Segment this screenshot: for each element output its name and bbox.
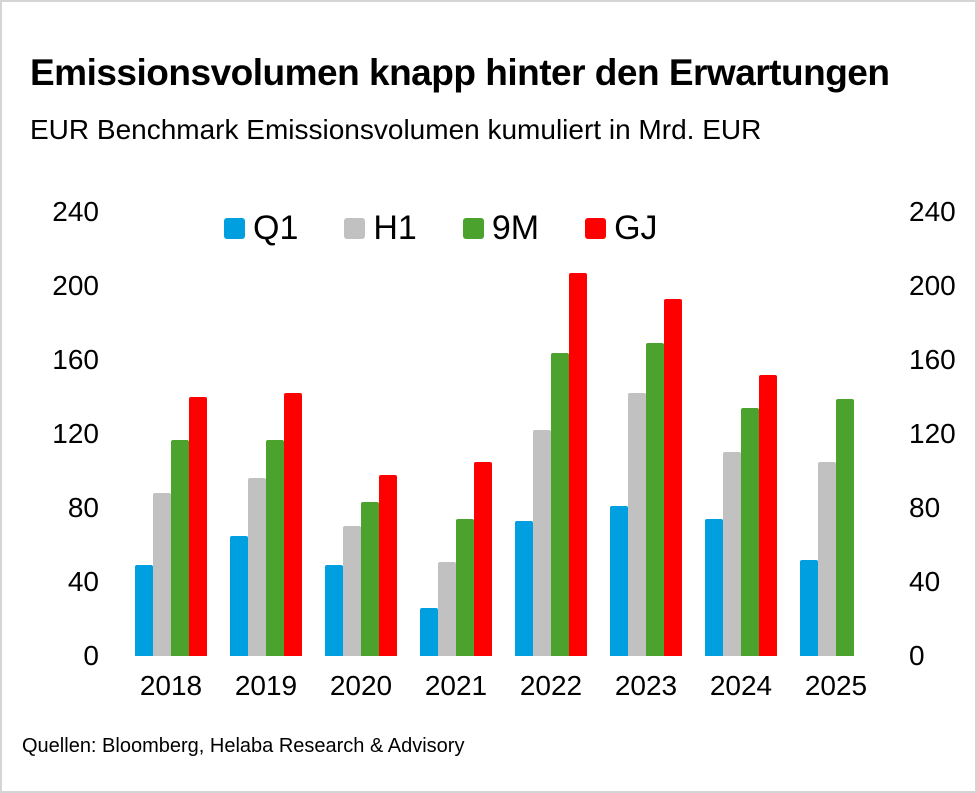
- y-axis-label-right-200: 200: [909, 270, 956, 301]
- legend-swatch-h1: [344, 217, 366, 239]
- bar-2019-q1: [230, 536, 248, 656]
- legend-swatch-q1: [224, 217, 245, 239]
- bar-2023-h1: [628, 393, 646, 656]
- x-axis-label-2018: 2018: [139, 670, 203, 701]
- bar-2021-gj: [474, 462, 492, 656]
- legend-label-h1: H1: [373, 209, 417, 247]
- x-axis-label-2023: 2023: [614, 670, 678, 701]
- bar-2023-q1: [610, 506, 628, 656]
- bar-2025-h1: [818, 462, 836, 656]
- bar-2024-q1: [705, 519, 723, 656]
- bar-2019-9m: [266, 440, 284, 656]
- bar-2020-h1: [343, 526, 361, 656]
- y-axis-label-left-240: 240: [52, 196, 99, 227]
- legend-item-h1: H1: [344, 209, 417, 247]
- x-axis-label-2020: 2020: [329, 670, 393, 701]
- chart-subtitle: EUR Benchmark Emissionsvolumen kumuliert…: [30, 114, 762, 145]
- legend-swatch-9m: [462, 217, 484, 239]
- bar-2018-9m: [171, 440, 189, 656]
- bar-2018-gj: [189, 397, 207, 656]
- legend-swatch-gj: [585, 217, 607, 239]
- bar-2024-h1: [723, 452, 741, 656]
- source-note: Quellen: Bloomberg, Helaba Research & Ad…: [22, 735, 465, 757]
- bar-2020-gj: [379, 475, 397, 656]
- bar-2019-h1: [248, 478, 266, 656]
- y-axis-label-right-40: 40: [909, 566, 941, 597]
- bar-2022-9m: [551, 353, 569, 656]
- bar-2025-q1: [800, 560, 818, 656]
- y-axis-label-left-80: 80: [67, 492, 99, 523]
- y-axis-label-left-40: 40: [67, 566, 99, 597]
- bar-2022-h1: [533, 430, 551, 656]
- x-axis-label-2025: 2025: [804, 670, 868, 701]
- bar-2025-9m: [836, 399, 854, 656]
- bar-2021-q1: [420, 608, 438, 656]
- bar-2024-9m: [741, 408, 759, 656]
- x-axis-label-2024: 2024: [709, 670, 773, 701]
- y-axis-label-right-240: 240: [909, 196, 956, 227]
- legend-item-9m: 9M: [462, 209, 540, 247]
- bar-2023-gj: [664, 299, 682, 656]
- legend-label-gj: GJ: [614, 209, 658, 247]
- bar-2019-gj: [284, 393, 302, 656]
- chart-legend: Q1 H1 9M GJ: [224, 205, 658, 251]
- y-axis-label-right-120: 120: [909, 418, 956, 449]
- x-axis-label-2021: 2021: [424, 670, 488, 701]
- bar-2018-h1: [153, 493, 171, 656]
- legend-label-9m: 9M: [491, 209, 540, 247]
- y-axis-label-left-0: 0: [83, 640, 99, 671]
- bar-2020-q1: [325, 565, 343, 656]
- x-axis-label-2019: 2019: [234, 670, 298, 701]
- bar-2021-9m: [456, 519, 474, 656]
- y-axis-label-right-160: 160: [909, 344, 956, 375]
- y-axis-label-left-200: 200: [52, 270, 99, 301]
- bar-2018-q1: [135, 565, 153, 656]
- bar-2022-gj: [569, 273, 587, 656]
- bar-2020-9m: [361, 502, 379, 656]
- bar-2021-h1: [438, 562, 456, 656]
- chart-title: Emissionsvolumen knapp hinter den Erwart…: [30, 52, 890, 93]
- y-axis-label-left-120: 120: [52, 418, 99, 449]
- bar-2022-q1: [515, 521, 533, 656]
- bar-2023-9m: [646, 343, 664, 656]
- y-axis-label-left-160: 160: [52, 344, 99, 375]
- legend-label-q1: Q1: [253, 209, 299, 247]
- y-axis-label-right-80: 80: [909, 492, 941, 523]
- legend-item-q1: Q1: [224, 211, 298, 245]
- bar-2024-gj: [759, 375, 777, 656]
- y-axis-label-right-0: 0: [909, 640, 925, 671]
- legend-item-gj: GJ: [585, 209, 658, 247]
- x-axis-label-2022: 2022: [519, 670, 583, 701]
